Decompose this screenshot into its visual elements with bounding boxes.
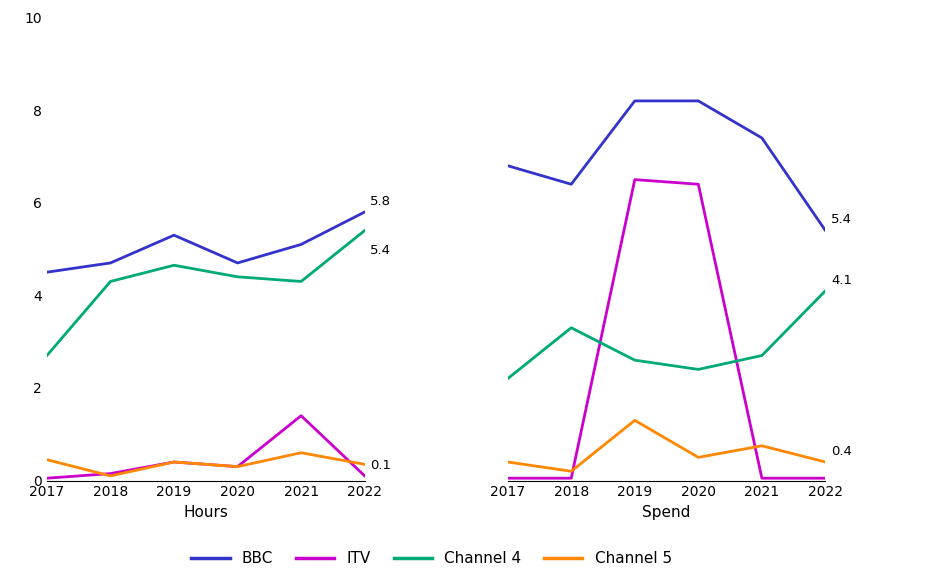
Text: 5.4: 5.4 <box>371 244 391 257</box>
Text: 5.8: 5.8 <box>371 195 391 208</box>
Text: 4.1: 4.1 <box>831 274 852 287</box>
Legend: BBC, ITV, Channel 4, Channel 5: BBC, ITV, Channel 4, Channel 5 <box>185 546 678 573</box>
X-axis label: Hours: Hours <box>183 505 228 520</box>
Text: 0.1: 0.1 <box>371 459 391 472</box>
X-axis label: Spend: Spend <box>643 505 690 520</box>
Text: 5.4: 5.4 <box>831 213 852 226</box>
Text: 0.4: 0.4 <box>831 445 852 458</box>
